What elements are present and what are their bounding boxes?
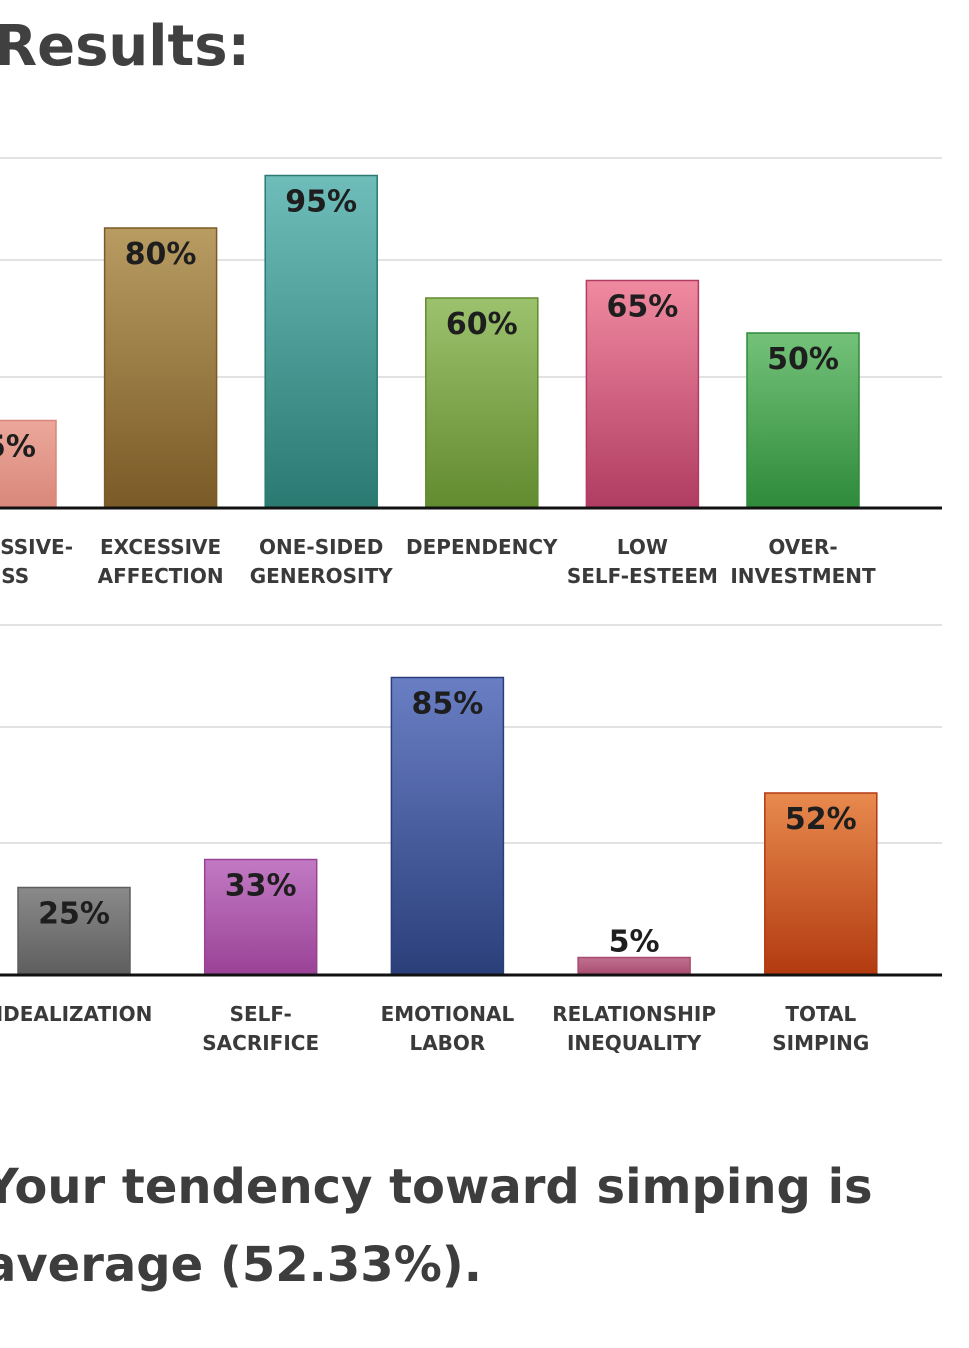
bar	[0, 419, 57, 509]
bar	[746, 332, 860, 509]
category-label: LOW	[617, 535, 668, 559]
data-label: 25%	[38, 897, 110, 932]
data-label: 52%	[785, 802, 857, 837]
bar	[203, 858, 318, 976]
category-label: SIMPING	[772, 1031, 869, 1055]
category-label: SACRIFICE	[202, 1031, 319, 1055]
bar	[103, 227, 218, 509]
data-label: 85%	[411, 687, 483, 722]
bar	[425, 297, 539, 509]
category-label: EMOTIONAL	[381, 1002, 515, 1026]
data-label: 65%	[606, 290, 678, 325]
page-title: Results:	[0, 14, 250, 79]
summary-line-1: Your tendency toward simping is	[0, 1159, 873, 1215]
bar	[264, 174, 378, 509]
data-label: 33%	[225, 869, 297, 904]
data-label: 60%	[446, 307, 518, 342]
data-label: 5%	[609, 925, 660, 960]
data-label: 80%	[125, 237, 197, 272]
bar	[764, 792, 878, 976]
data-label: 50%	[767, 342, 839, 377]
category-label: IDEALIZATION	[0, 1002, 152, 1026]
category-label: INEQUALITY	[567, 1031, 702, 1055]
category-label: TOTAL	[785, 1002, 856, 1026]
bar	[585, 279, 700, 509]
result-summary: Your tendency toward simping is average …	[0, 1148, 964, 1304]
category-label: AFFECTION	[98, 564, 224, 588]
bar	[577, 956, 691, 976]
category-label: SUBMISSIVE-	[0, 535, 73, 559]
category-label: INVESTMENT	[730, 564, 876, 588]
category-label: LABOR	[409, 1031, 485, 1055]
category-label: RELATIONSHIP	[552, 1002, 716, 1026]
category-label: EXCESSIVE	[100, 535, 221, 559]
bar	[17, 886, 131, 976]
summary-line-2: average (52.33%).	[0, 1237, 482, 1293]
category-label: ONE-SIDED	[259, 535, 383, 559]
bar-chart-top: 25% SUBMISSIVE- NESS 80% EXCESSIVE AFFECTION 9…	[0, 157, 942, 588]
category-label: OVER-	[768, 535, 837, 559]
category-label: SELF-ESTEEM	[567, 564, 718, 588]
data-label: 95%	[285, 185, 357, 220]
category-label: DEPENDENCY	[406, 535, 558, 559]
bar-chart-bottom: 25% IDEALIZATION 33% SELF- SACRIFICE 85% EMOTI…	[0, 624, 942, 1055]
bar	[390, 676, 505, 976]
category-label: SELF-	[230, 1002, 292, 1026]
category-label: NESS	[0, 564, 29, 588]
data-label: 25%	[0, 430, 36, 465]
category-label: GENEROSITY	[250, 564, 393, 588]
